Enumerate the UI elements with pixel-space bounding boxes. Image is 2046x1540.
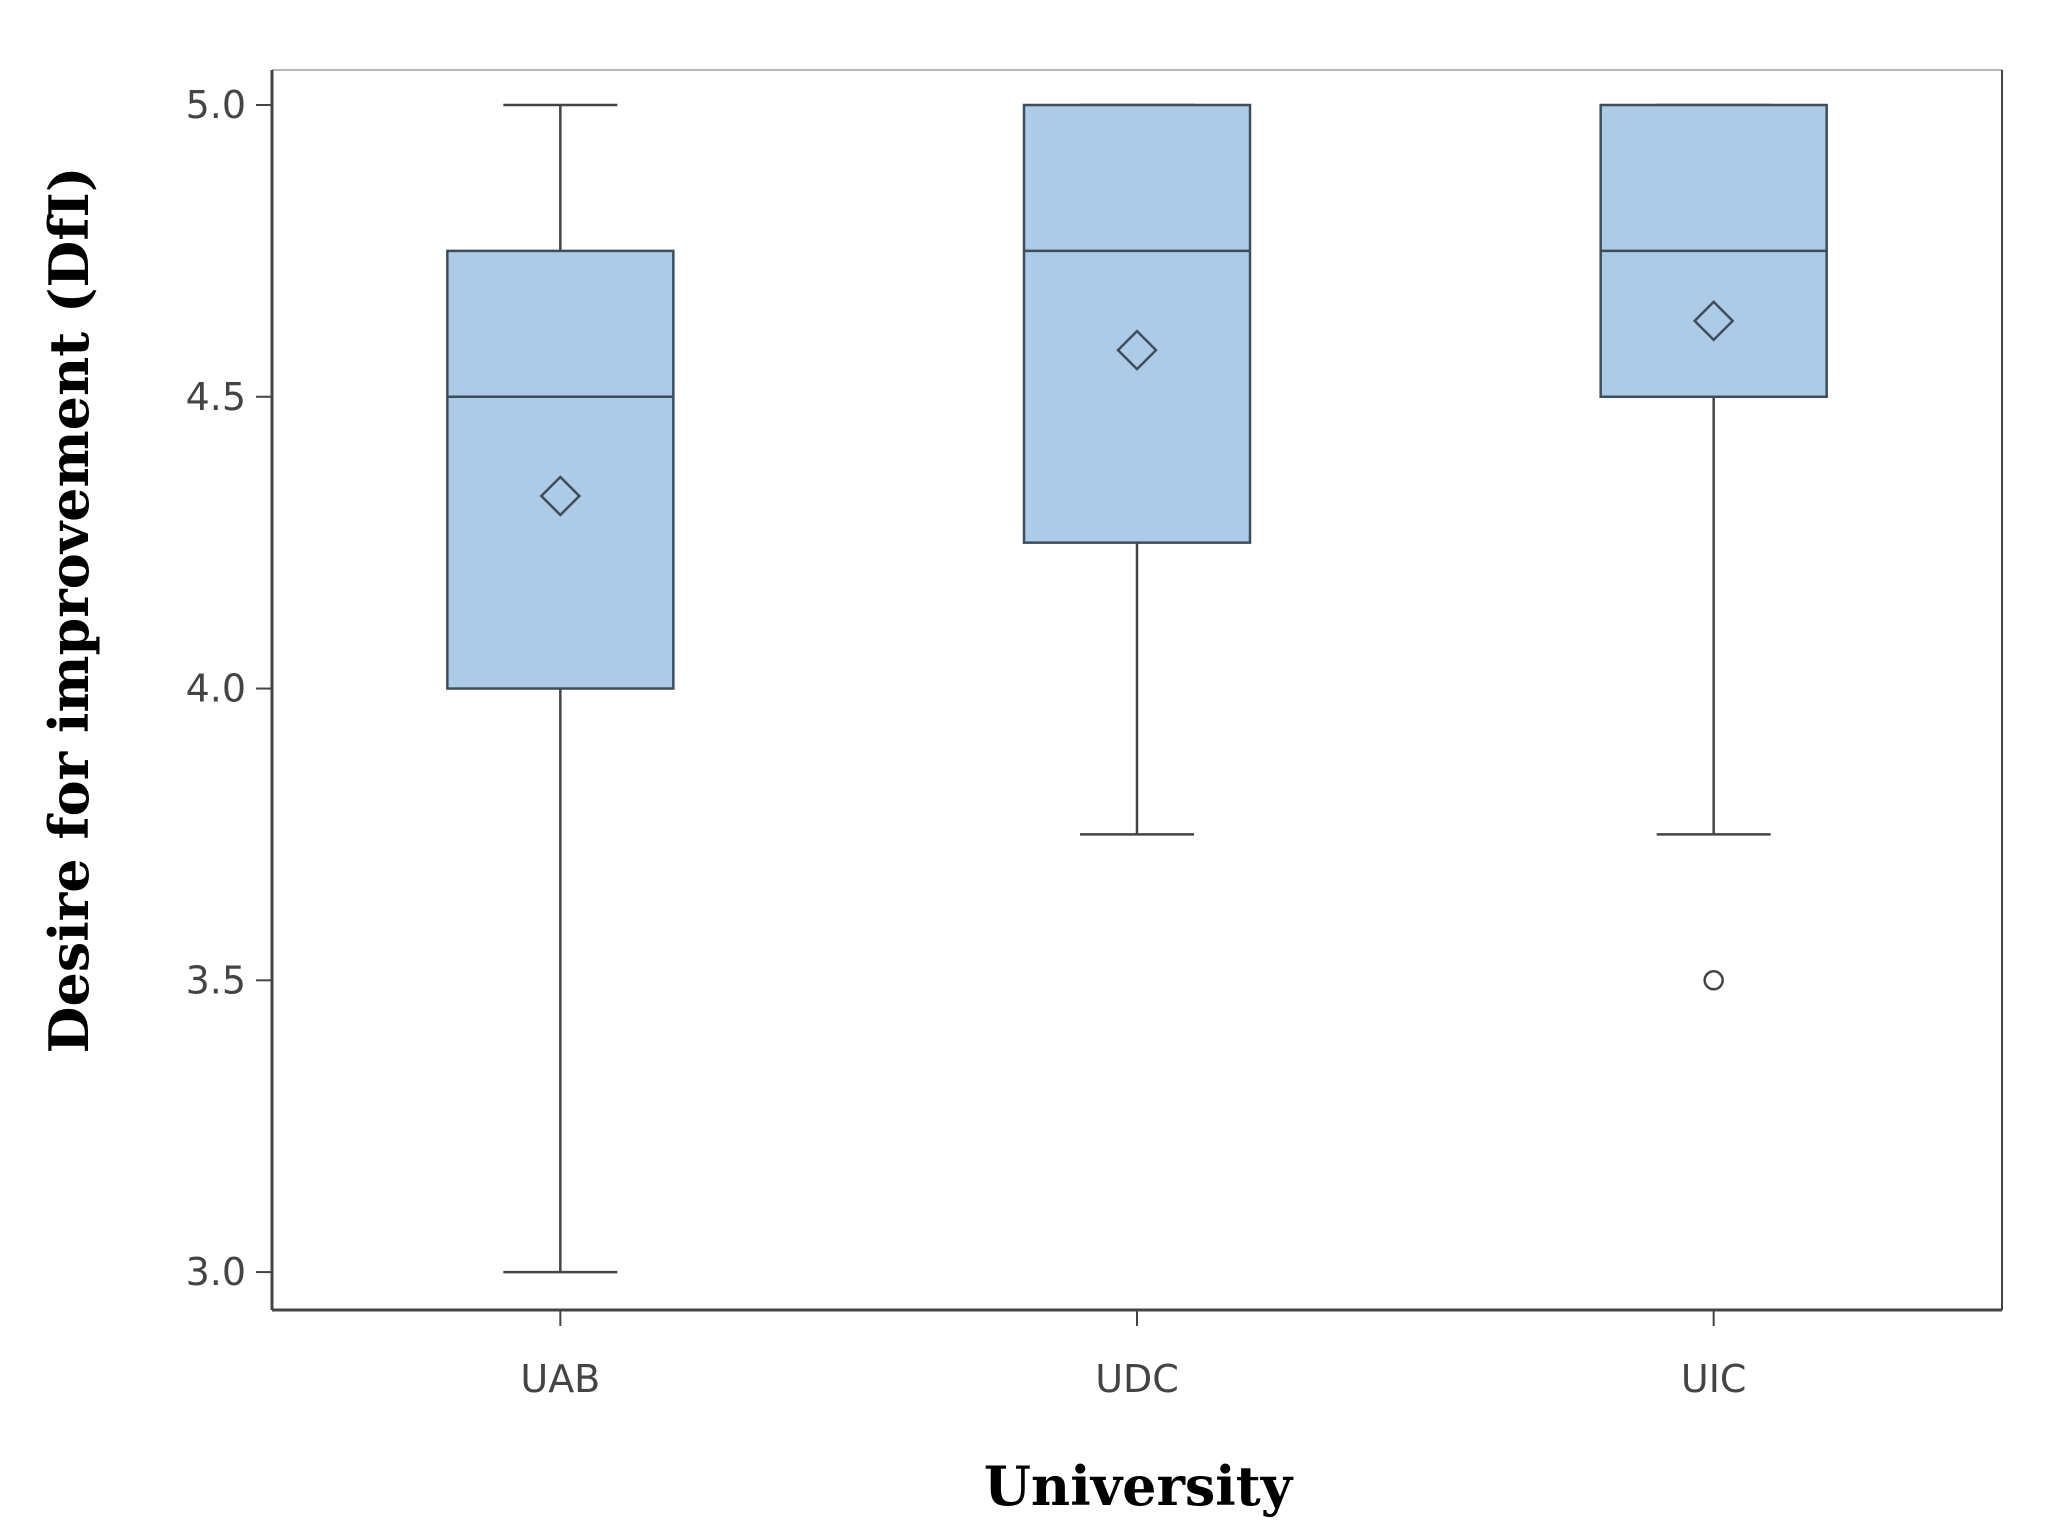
y-tick-label: 3.5 — [186, 958, 246, 1002]
outlier-point — [1703, 970, 1724, 991]
mean-marker — [539, 475, 582, 517]
y-tick-label: 4.5 — [186, 375, 246, 419]
mean-marker — [1692, 300, 1735, 342]
y-tick-label: 4.0 — [186, 667, 246, 711]
y-tick-label: 3.0 — [186, 1250, 246, 1294]
x-axis-title: University — [984, 1454, 1294, 1518]
y-axis-title: Desire for improvement (DfI) — [37, 167, 101, 1054]
box-uab — [446, 103, 675, 1274]
y-axis: 3.0 3.5 4.0 4.5 5.0 — [186, 83, 272, 1294]
iqr-box — [446, 249, 675, 690]
box-uic — [1599, 103, 1828, 991]
y-tick-label: 5.0 — [186, 83, 246, 127]
x-tick-label: UAB — [520, 1357, 600, 1401]
iqr-box — [1022, 103, 1252, 544]
box-udc — [1022, 103, 1252, 836]
mean-marker — [1116, 329, 1158, 371]
x-axis: UAB UDC UIC — [520, 1310, 1746, 1401]
x-tick-label: UIC — [1681, 1357, 1747, 1401]
x-tick-label: UDC — [1095, 1357, 1179, 1401]
box-series — [446, 103, 1828, 1274]
